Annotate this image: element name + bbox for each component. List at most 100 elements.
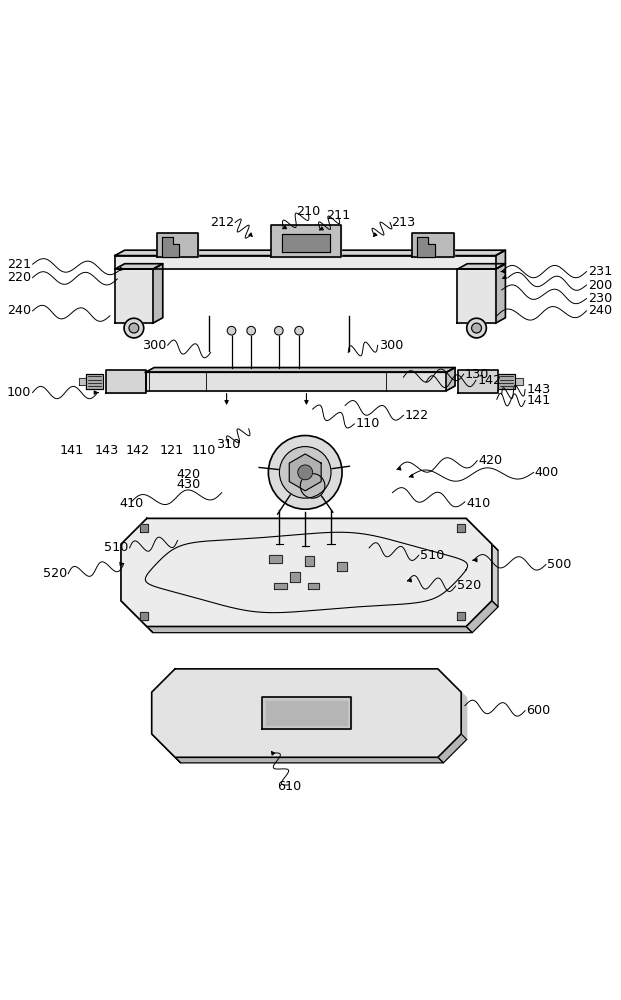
Circle shape [268, 436, 342, 509]
Polygon shape [496, 264, 505, 323]
Text: 500: 500 [547, 558, 571, 571]
Text: 110: 110 [356, 417, 380, 430]
Text: 300: 300 [142, 339, 166, 352]
Polygon shape [289, 454, 321, 491]
Circle shape [298, 465, 312, 480]
Polygon shape [161, 237, 179, 257]
Text: 610: 610 [277, 780, 301, 793]
Polygon shape [466, 601, 498, 633]
Polygon shape [412, 233, 454, 257]
Polygon shape [115, 269, 153, 323]
Text: 430: 430 [176, 478, 201, 491]
Bar [457, 612, 465, 620]
Polygon shape [498, 374, 515, 389]
Polygon shape [274, 583, 288, 589]
Polygon shape [121, 518, 492, 626]
Polygon shape [308, 583, 319, 589]
Polygon shape [121, 518, 153, 550]
Text: 212: 212 [210, 216, 234, 229]
Text: 310: 310 [215, 438, 240, 451]
Polygon shape [438, 734, 467, 763]
Polygon shape [147, 518, 472, 525]
Polygon shape [152, 669, 461, 757]
Text: 220: 220 [7, 271, 31, 284]
Circle shape [295, 326, 304, 335]
Polygon shape [492, 544, 498, 607]
Polygon shape [121, 601, 153, 633]
Polygon shape [175, 757, 443, 763]
Text: 410: 410 [119, 497, 143, 510]
Circle shape [227, 326, 236, 335]
Polygon shape [291, 572, 301, 582]
Text: 420: 420 [176, 468, 201, 481]
Text: 130: 130 [465, 368, 489, 381]
Polygon shape [458, 264, 505, 269]
Text: 141: 141 [60, 444, 84, 457]
Circle shape [247, 326, 255, 335]
Polygon shape [145, 368, 455, 372]
Polygon shape [79, 378, 86, 385]
Text: 510: 510 [104, 541, 129, 554]
Circle shape [129, 323, 139, 333]
Polygon shape [304, 556, 314, 566]
Polygon shape [115, 256, 496, 269]
Polygon shape [145, 372, 446, 391]
Polygon shape [271, 225, 342, 257]
Circle shape [279, 447, 331, 498]
Polygon shape [466, 518, 498, 550]
Text: 510: 510 [420, 549, 445, 562]
Circle shape [274, 326, 283, 335]
Polygon shape [156, 233, 198, 257]
Polygon shape [458, 269, 496, 323]
Text: 142: 142 [477, 374, 501, 387]
Circle shape [467, 318, 486, 338]
Text: 600: 600 [526, 704, 551, 717]
Text: 240: 240 [587, 304, 612, 317]
Text: 520: 520 [457, 579, 481, 592]
Text: 410: 410 [466, 497, 491, 510]
Circle shape [301, 474, 325, 498]
Polygon shape [496, 250, 505, 269]
Text: 141: 141 [526, 394, 551, 407]
Text: 200: 200 [587, 279, 612, 292]
Polygon shape [127, 525, 498, 633]
Polygon shape [269, 555, 283, 563]
Text: 520: 520 [43, 567, 67, 580]
Text: 100: 100 [7, 386, 31, 399]
Text: 210: 210 [296, 205, 320, 218]
Text: 400: 400 [535, 466, 559, 479]
Polygon shape [446, 368, 455, 391]
Text: 122: 122 [405, 409, 429, 422]
Text: 231: 231 [587, 265, 612, 278]
Text: 213: 213 [391, 216, 415, 229]
Text: 230: 230 [587, 292, 612, 305]
Text: 143: 143 [95, 444, 119, 457]
Polygon shape [282, 234, 330, 252]
Text: 221: 221 [7, 258, 31, 271]
Text: 110: 110 [191, 444, 215, 457]
Polygon shape [157, 674, 467, 763]
Polygon shape [115, 250, 505, 256]
Polygon shape [115, 264, 163, 269]
Text: 143: 143 [526, 383, 551, 396]
Polygon shape [417, 237, 435, 257]
Polygon shape [106, 370, 145, 393]
Polygon shape [121, 544, 127, 607]
Polygon shape [153, 264, 163, 323]
Bar [457, 524, 465, 532]
Bar [140, 524, 148, 532]
Circle shape [124, 318, 143, 338]
Circle shape [471, 323, 481, 333]
Polygon shape [458, 370, 498, 393]
Text: 211: 211 [326, 209, 350, 222]
Text: 420: 420 [478, 454, 502, 467]
Polygon shape [152, 734, 181, 763]
Text: 300: 300 [379, 339, 403, 352]
Polygon shape [515, 378, 523, 385]
Text: 142: 142 [125, 444, 150, 457]
Polygon shape [86, 374, 103, 389]
Polygon shape [266, 701, 347, 725]
Text: 240: 240 [7, 304, 31, 317]
Polygon shape [337, 562, 347, 571]
Bar [140, 612, 148, 620]
